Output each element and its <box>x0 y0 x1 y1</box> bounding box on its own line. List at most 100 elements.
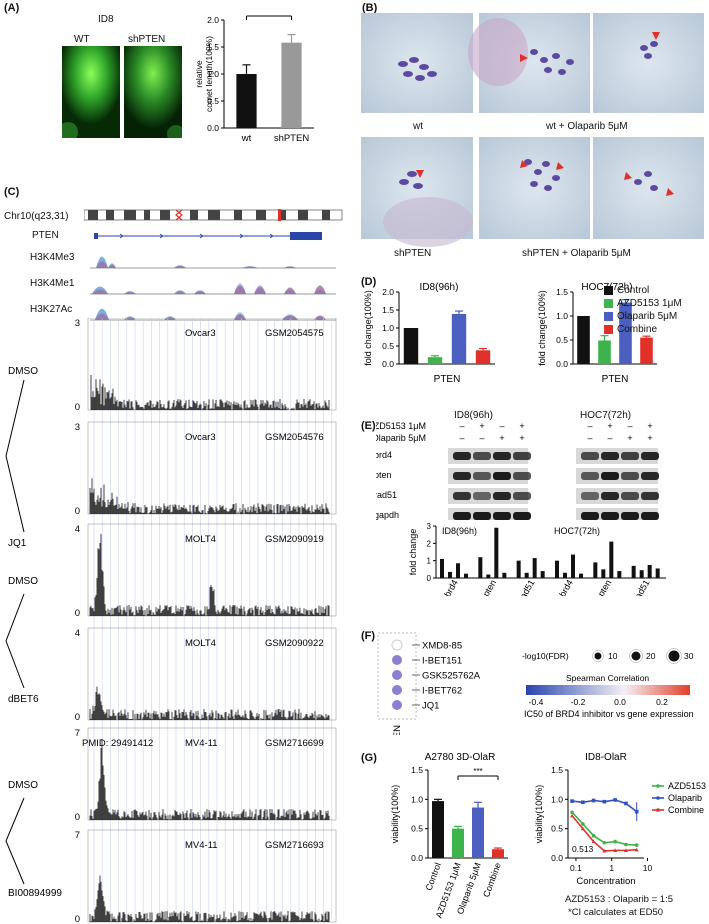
h3k4me1-peak <box>194 290 206 294</box>
legend-label: Olaparib <box>668 793 702 803</box>
track-cell-line: Ovcar3 <box>185 328 216 339</box>
blot-band <box>621 452 639 460</box>
data-point <box>581 800 585 805</box>
h3k4me3-peak <box>174 265 186 268</box>
legend-control: Control <box>617 285 650 296</box>
h3k4me1-peak <box>92 289 108 294</box>
h3k4me3-label: H3K4Me3 <box>30 252 75 263</box>
x-tick-label: Control <box>424 861 443 892</box>
significance-label: *** <box>473 767 482 776</box>
h3k4me1-peak <box>254 286 266 294</box>
h3k4me1-peak <box>314 289 326 294</box>
treatment-sign: + <box>519 421 524 431</box>
h3k4me1-peak <box>314 285 326 294</box>
h3k4me3-peak <box>284 266 296 268</box>
track-signal <box>89 738 330 820</box>
y-tick-label: 0.5 <box>207 96 219 106</box>
bar <box>432 801 444 858</box>
h3k27ac-peak <box>95 308 109 320</box>
h3k4me1-peak <box>124 292 136 294</box>
panel-c-label: (C) <box>4 186 20 198</box>
bar <box>403 328 419 364</box>
x-tick-label: rad51 <box>631 578 651 596</box>
h3k27ac-peak <box>95 313 109 320</box>
h3k4me3-peak <box>284 266 296 268</box>
track-accession: GSM2090919 <box>265 534 324 545</box>
legend-combine: Combine <box>617 324 658 335</box>
x-axis-label: PTEN <box>602 374 629 385</box>
histone-tracks <box>90 256 336 321</box>
data-point <box>581 822 585 826</box>
correlation-dot <box>391 639 403 651</box>
h3k4me1-peak <box>284 287 296 294</box>
blot-band <box>641 472 659 480</box>
wt-olaparib-caption: wt + Olaparib 5μM <box>546 121 628 132</box>
drug-label: GSK525762A <box>422 671 481 682</box>
blot-band <box>453 472 471 480</box>
size-legend-value: 20 <box>646 651 656 661</box>
x-tick-label: wt <box>241 133 252 144</box>
blot-band <box>453 492 471 500</box>
correlation-dot <box>392 700 402 710</box>
data-point <box>570 799 574 803</box>
y-tick-label: 0.5 <box>411 824 423 834</box>
size-legend-ring <box>592 650 604 662</box>
h3k27ac-peak <box>282 314 298 320</box>
track-signal <box>89 686 330 720</box>
x-tick-label: Combine <box>481 861 503 898</box>
y-tick-label: 0.0 <box>556 359 568 369</box>
blot-band <box>493 492 511 500</box>
y-tick-label: 1.5 <box>411 765 423 775</box>
y-axis-label: fold change(100%) <box>537 290 547 366</box>
data-point <box>624 801 628 806</box>
chart-title: ID8-OlaR <box>585 752 627 763</box>
size-legend-ring <box>666 648 682 664</box>
gene-model <box>94 232 322 240</box>
h3k4me1-peak <box>174 290 186 294</box>
h3k4me3-peak <box>174 266 186 268</box>
treatment-label: DMSO <box>8 366 38 377</box>
size-legend-dot <box>668 650 680 662</box>
panel-f-label: (F) <box>361 630 376 642</box>
bar <box>427 357 443 364</box>
track-signal <box>89 875 330 922</box>
h3k4me1-peak <box>314 285 326 294</box>
bar <box>532 558 537 578</box>
drug-label: I-BET762 <box>422 686 462 697</box>
blot-band <box>641 492 659 500</box>
track-cell-line: MV4-11 <box>185 738 218 749</box>
bar <box>577 316 590 364</box>
treatment-label: DMSO <box>8 576 38 587</box>
data-point <box>623 848 628 852</box>
blot-band <box>581 452 599 460</box>
track-signal <box>89 534 330 616</box>
treatment-sign: – <box>499 421 504 431</box>
drug-label: JQ1 <box>422 701 439 712</box>
h3k27ac-peak <box>234 313 246 320</box>
data-point <box>570 813 575 818</box>
h3k4me1-peak <box>124 292 136 294</box>
y-tick-label: 1.0 <box>382 323 394 333</box>
h3k27ac-peak <box>314 316 326 320</box>
track-zero-label: 0 <box>75 914 80 924</box>
h3k4me1-label: H3K4Me1 <box>30 278 75 289</box>
track-cell-line: Ovcar3 <box>185 432 216 443</box>
bar <box>475 350 491 364</box>
shpten-comet-image <box>124 46 182 138</box>
bar <box>555 560 559 578</box>
ci-annotation: 0.513 <box>572 844 594 854</box>
wt-image <box>361 13 473 113</box>
track-max-label: 4 <box>75 628 80 639</box>
treatment-sign: – <box>627 421 632 431</box>
bar <box>516 560 521 578</box>
legend-marker <box>656 808 660 812</box>
track-zero-label: 0 <box>75 402 80 413</box>
track-accession: GSM2716699 <box>265 738 324 749</box>
color-legend-tick: 0.0 <box>614 697 626 707</box>
bar <box>440 558 444 578</box>
wt-comet-image <box>62 46 120 138</box>
bar <box>494 527 499 578</box>
h3k4me3-peak <box>96 262 108 268</box>
track-pmid: PMID: 29491412 <box>82 738 153 749</box>
track-accession: GSM2090922 <box>265 638 324 649</box>
